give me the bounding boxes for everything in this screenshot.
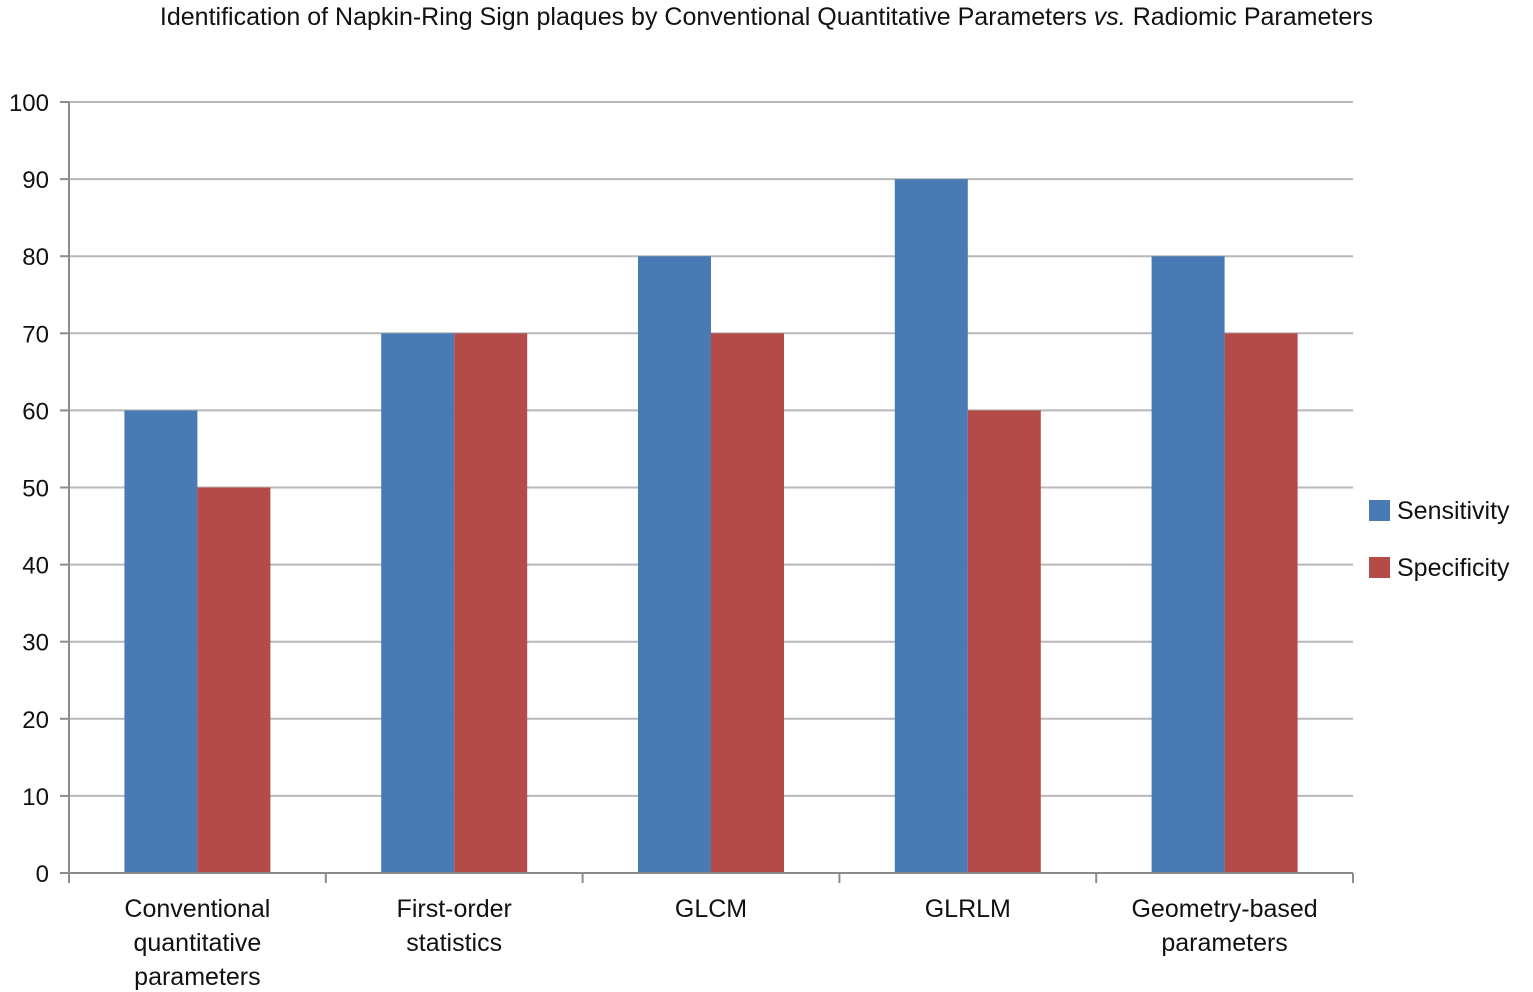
x-tick-label-line: Geometry-based [1131,895,1317,923]
x-tick-label: Geometry-based parameters [1131,895,1317,957]
x-tick-label-line: parameters [134,963,260,991]
chart-title: Identification of Napkin-Ring Sign plaqu… [0,2,1533,32]
legend-label-specificity: Specificity [1397,554,1510,582]
y-tick-label: 10 [22,784,49,811]
bar-specificity [454,333,528,873]
y-tick-label: 60 [22,398,49,425]
x-tick-label-line: statistics [406,929,502,957]
x-tick-label-line: First-order [397,895,512,923]
y-tick-label: 40 [22,553,49,580]
bars [124,179,1298,874]
y-tick-label: 90 [22,167,49,194]
legend-swatch-sensitivity [1369,500,1390,521]
x-tick-labels: Conventional quantitative parameters First-… [124,895,1317,991]
y-tick-label: 100 [9,90,49,117]
bar-sensitivity [1151,256,1225,873]
legend: Sensitivity Specificity [1369,497,1510,582]
y-tick-label: 0 [36,861,49,888]
x-tick-label-line: GLCM [675,895,747,923]
bar-sensitivity [638,256,711,873]
axes [60,101,1354,883]
x-tick-label-line: parameters [1161,929,1287,957]
bar-sensitivity [124,410,198,873]
x-tick-label: GLRLM [925,895,1011,923]
x-tick-label-line: quantitative [133,929,261,957]
bar-sensitivity [894,179,968,874]
chart-title-tail: Radiomic Parameters [1125,3,1374,31]
x-tick-label: First-order statistics [397,895,512,957]
y-tick-label: 50 [22,476,49,503]
y-tick-label: 30 [22,630,49,657]
legend-swatch-specificity [1369,557,1390,578]
y-tick-label: 80 [22,244,49,271]
x-tick-label: GLCM [675,895,747,923]
y-tick-label: 20 [22,707,49,734]
chart-title-emphasis: vs. [1093,3,1126,31]
bar-specificity [197,487,271,873]
bar-sensitivity [381,333,455,873]
x-tick-label: Conventional quantitative parameters [124,895,270,991]
legend-label-sensitivity: Sensitivity [1397,497,1510,525]
x-tick-label-line: GLRLM [925,895,1011,923]
y-tick-labels: 0 10 20 30 40 50 60 70 80 90 100 [9,90,49,888]
bar-specificity [711,333,784,873]
chart-title-main: Identification of Napkin-Ring Sign plaqu… [159,3,1094,31]
x-tick-label-line: Conventional [124,895,270,923]
bar-specificity [1224,333,1298,873]
y-tick-label: 70 [22,321,49,348]
bar-specificity [967,410,1041,873]
